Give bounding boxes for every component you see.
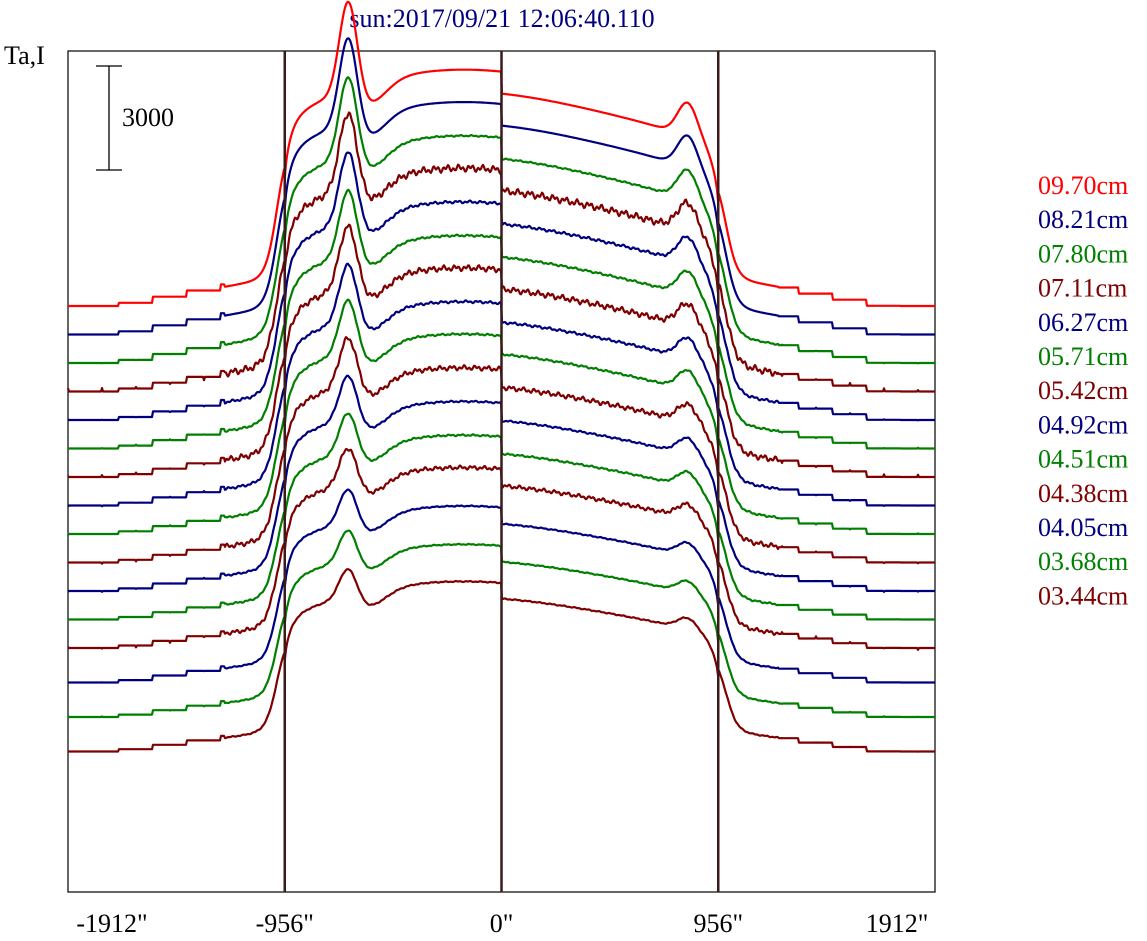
x-tick-label: 1912" [866,909,929,938]
legend-entry: 07.80cm [1038,239,1128,268]
legend: 09.70cm 08.21cm 07.80cm 07.11cm 06.27cm 05.71… [1038,171,1128,610]
legend-entry: 06.27cm [1038,308,1128,337]
legend-entry: 05.71cm [1038,342,1128,371]
x-tick-label: 0" [490,909,514,938]
y-axis-label: Ta,I [4,41,45,70]
x-tick-label: -1912" [76,909,147,938]
legend-entry: 03.68cm [1038,547,1128,576]
legend-entry: 04.92cm [1038,410,1128,439]
x-tick-label: -956" [256,909,314,938]
scale-bar-label: 3000 [122,103,174,132]
legend-entry: 04.38cm [1038,479,1128,508]
legend-entry: 04.51cm [1038,445,1128,474]
x-tick-label: 956" [693,909,743,938]
legend-entry: 08.21cm [1038,205,1128,234]
x-tick-labels: -1912" -956" 0" 956" 1912" [76,909,928,938]
legend-entry: 03.44cm [1038,581,1128,610]
legend-entry: 07.11cm [1038,274,1127,303]
legend-entry: 04.05cm [1038,513,1128,542]
legend-entry: 09.70cm [1038,171,1128,200]
vertical-lines-layer [283,51,720,892]
scale-bar: 3000 [96,65,174,171]
chart-title: sun:2017/09/21 12:06:40.110 [349,4,654,33]
legend-entry: 05.42cm [1038,376,1128,405]
